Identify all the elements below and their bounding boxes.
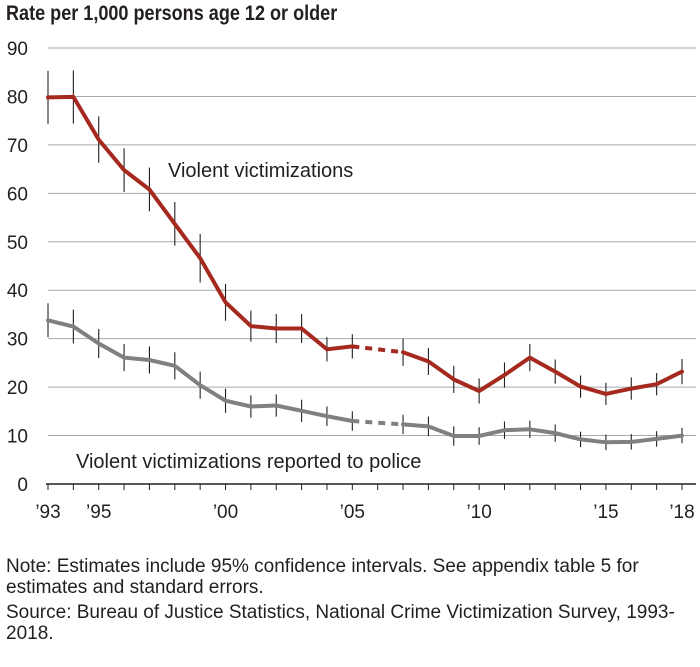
confidence-intervals — [47, 70, 683, 451]
series-label: Violent victimizations reported to polic… — [76, 451, 421, 473]
series-line — [401, 350, 684, 396]
series-line — [46, 94, 355, 352]
y-tick-label: 30 — [7, 330, 28, 351]
gridlines — [48, 47, 696, 437]
series-labels: Violent victimizations Violent victimizat… — [76, 160, 421, 473]
series-dashed-segment — [352, 344, 404, 355]
y-tick-label: 40 — [7, 281, 28, 302]
y-tick-label: 60 — [7, 184, 28, 205]
x-tick-label: ’15 — [593, 502, 618, 523]
x-tick-label: ’93 — [35, 502, 60, 523]
y-tick-label: 10 — [7, 427, 28, 448]
series-lines — [46, 94, 684, 445]
y-tick-label: 70 — [7, 136, 28, 157]
y-tick-label: 0 — [17, 475, 28, 496]
axes: 0 10 20 30 40 50 60 70 80 90 ’93 ’95 ’00 ’05 ’10 ’15 ’18 — [7, 39, 696, 523]
line-chart: 0 10 20 30 40 50 60 70 80 90 ’93 ’95 ’00 ’05 ’10 ’15 ’18… — [7, 39, 696, 523]
x-tick-label: ’00 — [213, 502, 238, 523]
x-tick-label: ’18 — [669, 502, 694, 523]
y-tick-label: 90 — [7, 39, 28, 60]
series-line — [401, 422, 684, 445]
y-tick-label: 20 — [7, 378, 28, 399]
series-dashed-segment — [352, 419, 404, 427]
y-tick-label: 50 — [7, 233, 28, 254]
x-tick-label: ’10 — [466, 502, 491, 523]
y-tick-label: 80 — [7, 87, 28, 108]
series-label: Violent victimizations — [168, 160, 353, 182]
x-tick-label: ’95 — [86, 502, 111, 523]
chart-note: Note: Estimates include 95% confidence i… — [6, 556, 639, 598]
chart-title: Rate per 1,000 persons age 12 or older — [6, 2, 338, 25]
x-tick-label: ’05 — [340, 502, 365, 523]
chart-source: Source: Bureau of Justice Statistics, Na… — [6, 602, 675, 644]
series-line — [46, 318, 355, 423]
